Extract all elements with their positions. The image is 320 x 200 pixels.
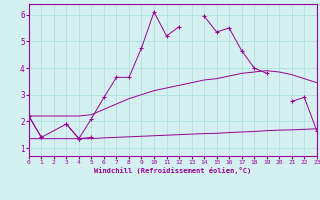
X-axis label: Windchill (Refroidissement éolien,°C): Windchill (Refroidissement éolien,°C)	[94, 167, 252, 174]
